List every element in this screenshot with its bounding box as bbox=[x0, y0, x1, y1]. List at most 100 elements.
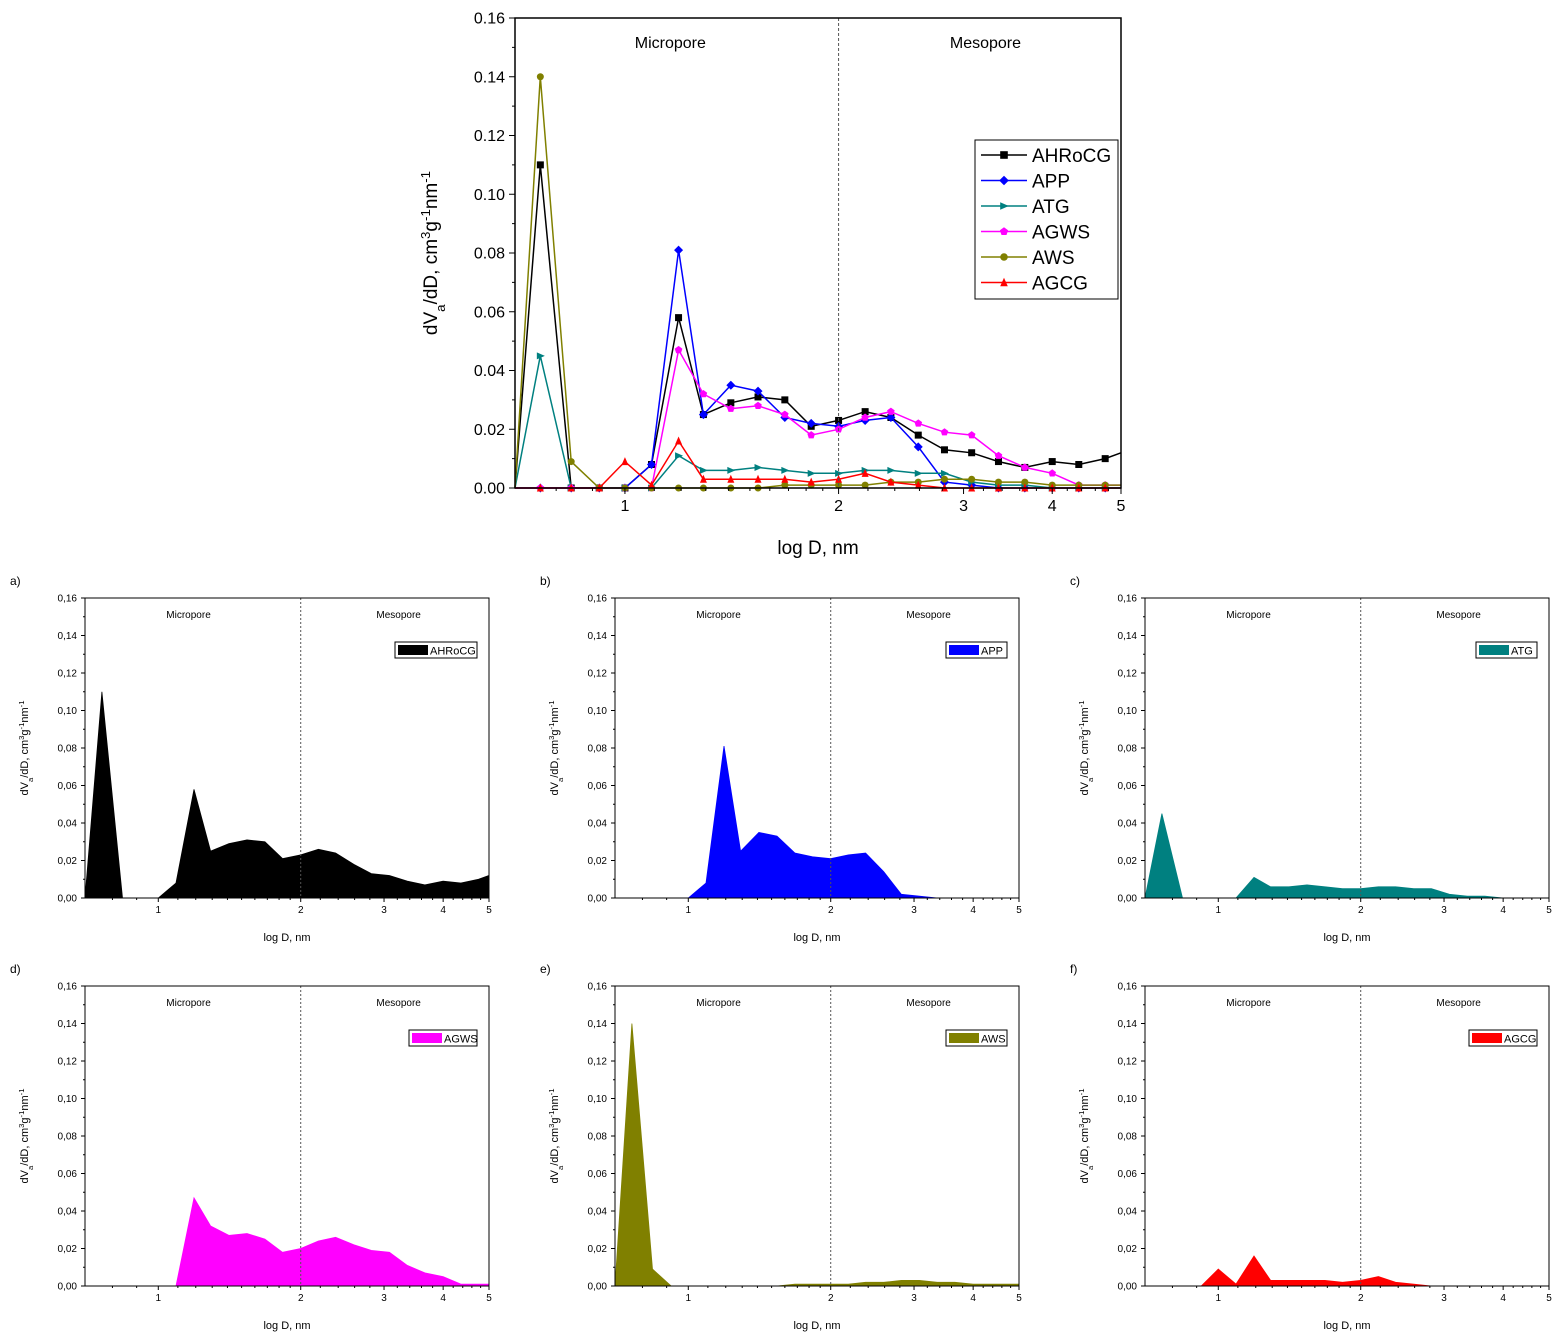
x-tick-label: 1 bbox=[686, 905, 692, 916]
point-AGCG bbox=[621, 457, 629, 466]
y-axis-label: dVa/dD, cm3g-1nm-1 bbox=[17, 700, 35, 795]
y-axis-label: dVa/dD, cm3g-1nm-1 bbox=[1077, 700, 1095, 795]
point-AWS bbox=[940, 475, 948, 483]
point-AGWS bbox=[807, 431, 815, 439]
chart-c: Micropore Mesopore 0,00 0,02 0,04 0,06 0,08 0,1… bbox=[1070, 574, 1552, 944]
x-tick-label: 1 bbox=[156, 905, 162, 916]
point-ATG bbox=[914, 469, 923, 477]
point-AGWS bbox=[887, 407, 895, 415]
panel-label: a) bbox=[10, 574, 21, 588]
region-label-micropore: Micropore bbox=[1226, 610, 1271, 621]
y-tick-label: 0,12 bbox=[58, 1057, 78, 1068]
legend-label: AGCG bbox=[1504, 1034, 1536, 1046]
area-APP bbox=[615, 746, 1019, 899]
legend: ATG bbox=[1475, 641, 1538, 659]
point-AHRoCG bbox=[754, 393, 762, 401]
y-tick-label: 0,00 bbox=[1118, 1282, 1138, 1293]
x-tick-label: 3 bbox=[911, 905, 917, 916]
y-axis-label: dVa/dD, cm3g-1nm-1 bbox=[547, 1088, 565, 1183]
x-axis-label: log D, nm bbox=[263, 1320, 310, 1332]
point-AGWS bbox=[861, 413, 869, 421]
point-AGCG bbox=[754, 474, 762, 483]
legend: AGCG bbox=[1468, 1029, 1538, 1047]
area-AGWS bbox=[85, 1196, 490, 1287]
y-tick-label: 0,16 bbox=[1118, 982, 1138, 993]
chart-e: Micropore Mesopore 0,00 0,02 0,04 0,06 0,08 0,1… bbox=[540, 962, 1022, 1332]
y-tick-label: 0,08 bbox=[1118, 1132, 1138, 1143]
point-AGWS bbox=[994, 451, 1003, 459]
point-AWS bbox=[994, 478, 1002, 486]
y-tick-label: 0,02 bbox=[588, 856, 608, 867]
panel-label: c) bbox=[1070, 574, 1080, 588]
point-APP bbox=[726, 380, 736, 390]
area-AWS bbox=[614, 1023, 1020, 1287]
point-AGCG bbox=[887, 477, 895, 486]
region-label-mesopore: Mesopore bbox=[906, 610, 951, 621]
x-tick-label: 2 bbox=[1358, 1293, 1364, 1304]
y-tick-label: 0,02 bbox=[1118, 1244, 1138, 1255]
point-AHRoCG bbox=[994, 458, 1002, 466]
y-tick-label: 0.08 bbox=[474, 246, 505, 263]
x-tick-label: 2 bbox=[828, 1293, 834, 1304]
region-label-micropore: Micropore bbox=[166, 610, 211, 621]
y-tick-label: 0.14 bbox=[474, 69, 505, 86]
legend-marker bbox=[1000, 202, 1009, 210]
point-AGCG bbox=[675, 436, 683, 445]
y-tick-label: 0,08 bbox=[58, 1132, 78, 1143]
x-tick-label: 5 bbox=[1117, 498, 1126, 515]
point-APP bbox=[674, 245, 684, 255]
y-tick-label: 0,08 bbox=[1118, 744, 1138, 755]
legend-swatch bbox=[412, 1033, 442, 1043]
chart-main: Micropore Mesopore 0.00 0.02 0.04 0.06 0.08 0.1… bbox=[418, 11, 1126, 559]
y-tick-label: 0,08 bbox=[58, 744, 78, 755]
point-AHRoCG bbox=[914, 431, 922, 439]
point-ATG bbox=[754, 463, 763, 471]
y-tick-label: 0,10 bbox=[588, 706, 608, 717]
chart-f: Micropore Mesopore 0,00 0,02 0,04 0,06 0,08 0,1… bbox=[1070, 962, 1552, 1332]
y-tick-label: 0,00 bbox=[58, 894, 78, 905]
legend-box bbox=[974, 139, 1119, 300]
legend: APP bbox=[945, 641, 1008, 659]
legend-label: AWS bbox=[981, 1034, 1006, 1046]
legend-label: ATG bbox=[1511, 646, 1533, 658]
y-tick-label: 0,10 bbox=[58, 1094, 78, 1105]
point-APP bbox=[913, 442, 923, 452]
point-ATG bbox=[536, 352, 545, 360]
y-tick-label: 0,06 bbox=[1118, 1169, 1138, 1180]
point-AGWS bbox=[940, 428, 949, 436]
point-AWS bbox=[968, 475, 976, 483]
x-tick-label: 3 bbox=[1441, 1293, 1447, 1304]
region-label-micropore: Micropore bbox=[696, 998, 741, 1009]
region-label-mesopore: Mesopore bbox=[376, 998, 421, 1009]
y-tick-label: 0,06 bbox=[588, 1169, 608, 1180]
y-tick-label: 0,10 bbox=[1118, 1094, 1138, 1105]
legend-label: AHRoCG bbox=[430, 646, 476, 658]
y-tick-label: 0,00 bbox=[1118, 894, 1138, 905]
point-ATG bbox=[699, 466, 708, 474]
legend-swatch bbox=[949, 1033, 979, 1043]
legend-label: AHRoCG bbox=[1032, 146, 1111, 167]
y-tick-label: 0,04 bbox=[58, 819, 78, 830]
y-tick-label: 0,16 bbox=[588, 594, 608, 605]
y-tick-label: 0,16 bbox=[58, 982, 78, 993]
point-AHRoCG bbox=[675, 314, 683, 322]
region-label-mesopore: Mesopore bbox=[906, 998, 951, 1009]
point-AGWS bbox=[781, 410, 789, 418]
point-APP bbox=[646, 460, 656, 469]
y-tick-label: 0,00 bbox=[588, 894, 608, 905]
point-APP bbox=[698, 410, 708, 420]
legend-marker bbox=[999, 227, 1009, 235]
legend-entry-AGWS: AGWS bbox=[981, 223, 1090, 244]
x-tick-label: 5 bbox=[1546, 1293, 1552, 1304]
legend-marker bbox=[1000, 151, 1008, 159]
y-tick-label: 0,14 bbox=[588, 1019, 608, 1030]
point-AGWS bbox=[914, 419, 923, 427]
x-tick-label: 4 bbox=[440, 905, 446, 916]
point-AWS bbox=[861, 481, 869, 489]
x-tick-label: 2 bbox=[1358, 905, 1364, 916]
y-tick-label: 0,06 bbox=[58, 781, 78, 792]
legend-label: AGWS bbox=[1032, 223, 1090, 244]
x-tick-label: 2 bbox=[834, 498, 843, 515]
x-tick-label: 1 bbox=[156, 1293, 162, 1304]
